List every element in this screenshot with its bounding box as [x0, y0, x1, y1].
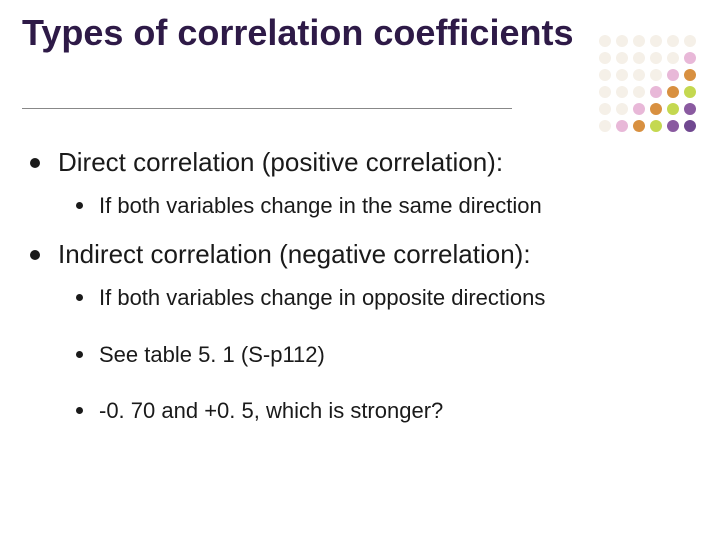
decorative-dot	[684, 103, 696, 115]
decorative-dot	[650, 35, 662, 47]
bullet-text: Indirect correlation (negative correlati…	[58, 238, 531, 272]
decorative-dot	[633, 86, 645, 98]
bullet-level2: See table 5. 1 (S-p112)	[76, 341, 680, 370]
decorative-dot	[633, 69, 645, 81]
decorative-dot	[684, 120, 696, 132]
decorative-dot	[667, 103, 679, 115]
decorative-dot	[616, 35, 628, 47]
title-underline	[22, 108, 512, 109]
decorative-dot	[616, 103, 628, 115]
decorative-dot	[616, 69, 628, 81]
decorative-dot	[667, 52, 679, 64]
decorative-dot-grid	[599, 35, 698, 134]
decorative-dot	[684, 69, 696, 81]
slide-title: Types of correlation coefficients	[22, 12, 573, 53]
bullet-dot-icon	[30, 250, 40, 260]
decorative-dot	[650, 52, 662, 64]
decorative-dot	[667, 86, 679, 98]
bullet-dot-icon	[76, 294, 83, 301]
decorative-dot	[599, 52, 611, 64]
decorative-dot	[684, 86, 696, 98]
decorative-dot	[684, 52, 696, 64]
decorative-dot	[599, 103, 611, 115]
decorative-dot	[633, 52, 645, 64]
decorative-dot	[633, 35, 645, 47]
decorative-dot	[650, 86, 662, 98]
decorative-dot	[633, 103, 645, 115]
decorative-dot	[684, 35, 696, 47]
decorative-dot	[667, 69, 679, 81]
bullet-dot-icon	[30, 158, 40, 168]
bullet-text: See table 5. 1 (S-p112)	[99, 341, 325, 370]
bullet-dot-icon	[76, 351, 83, 358]
bullet-level1: Direct correlation (positive correlation…	[30, 146, 680, 180]
bullet-dot-icon	[76, 202, 83, 209]
decorative-dot	[667, 35, 679, 47]
bullet-dot-icon	[76, 407, 83, 414]
bullet-level2: If both variables change in opposite dir…	[76, 284, 680, 313]
slide-body: Direct correlation (positive correlation…	[30, 130, 680, 444]
bullet-level2: If both variables change in the same dir…	[76, 192, 680, 221]
decorative-dot	[616, 52, 628, 64]
bullet-text: If both variables change in the same dir…	[99, 192, 542, 221]
bullet-text: Direct correlation (positive correlation…	[58, 146, 503, 180]
decorative-dot	[599, 86, 611, 98]
decorative-dot	[599, 69, 611, 81]
decorative-dot	[650, 103, 662, 115]
bullet-text: -0. 70 and +0. 5, which is stronger?	[99, 397, 443, 426]
bullet-text: If both variables change in opposite dir…	[99, 284, 545, 313]
decorative-dot	[616, 86, 628, 98]
decorative-dot	[599, 35, 611, 47]
decorative-dot	[650, 69, 662, 81]
bullet-level1: Indirect correlation (negative correlati…	[30, 238, 680, 272]
bullet-level2: -0. 70 and +0. 5, which is stronger?	[76, 397, 680, 426]
